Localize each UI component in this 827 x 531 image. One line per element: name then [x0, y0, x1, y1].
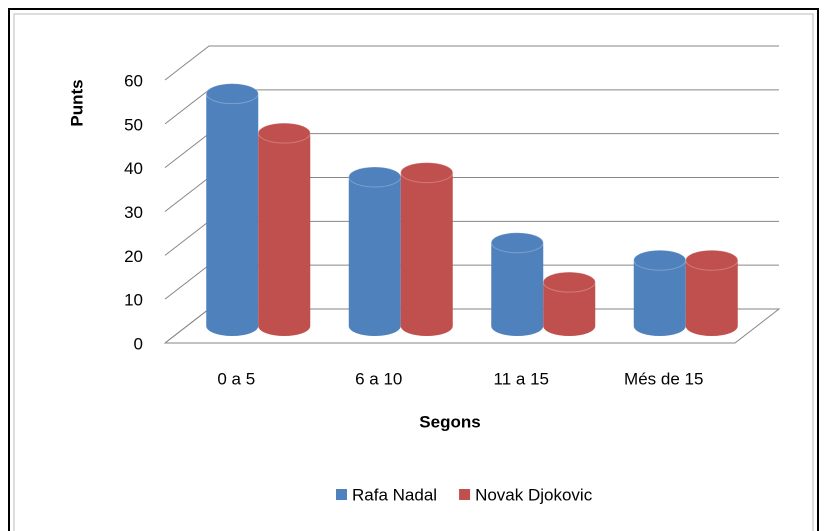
x-tick-label: 11 a 15 — [494, 369, 549, 388]
legend-label: Rafa Nadal — [352, 485, 437, 504]
cylinder-top — [400, 162, 454, 184]
x-axis-title: Segons — [419, 412, 480, 431]
x-tick-label: Més de 15 — [624, 369, 703, 388]
x-tick-label: 6 a 10 — [355, 369, 402, 388]
inner-frame — [13, 13, 814, 531]
cylinder — [543, 282, 596, 337]
cylinder — [491, 242, 544, 337]
cylinder-top — [205, 83, 259, 105]
cylinder — [348, 176, 401, 337]
x-tick-label: 0 a 5 — [217, 369, 255, 388]
cylinder-top — [257, 122, 311, 144]
y-tick-label: 50 — [124, 115, 143, 134]
legend-label: Novak Djokovic — [475, 485, 593, 504]
cylinder — [633, 260, 686, 337]
cylinder — [206, 93, 259, 337]
cylinder — [400, 172, 453, 337]
legend-swatch — [459, 489, 471, 500]
y-tick-label: 10 — [124, 291, 143, 310]
cylinder-top — [348, 166, 402, 188]
cylinder-top — [633, 249, 687, 271]
cylinder-top — [542, 271, 596, 293]
y-tick-label: 40 — [124, 159, 143, 178]
legend-swatch — [336, 489, 347, 500]
cylinder-top — [685, 249, 739, 271]
y-tick-label: 30 — [124, 203, 143, 222]
cylinder-top — [490, 232, 544, 254]
y-axis-title: Punts — [67, 79, 86, 126]
y-tick-label: 0 — [134, 334, 143, 353]
grid-line — [164, 45, 779, 81]
y-tick-label: 20 — [124, 247, 143, 266]
cylinder — [258, 133, 311, 337]
y-tick-label: 60 — [124, 71, 143, 90]
cylinder — [685, 260, 738, 337]
